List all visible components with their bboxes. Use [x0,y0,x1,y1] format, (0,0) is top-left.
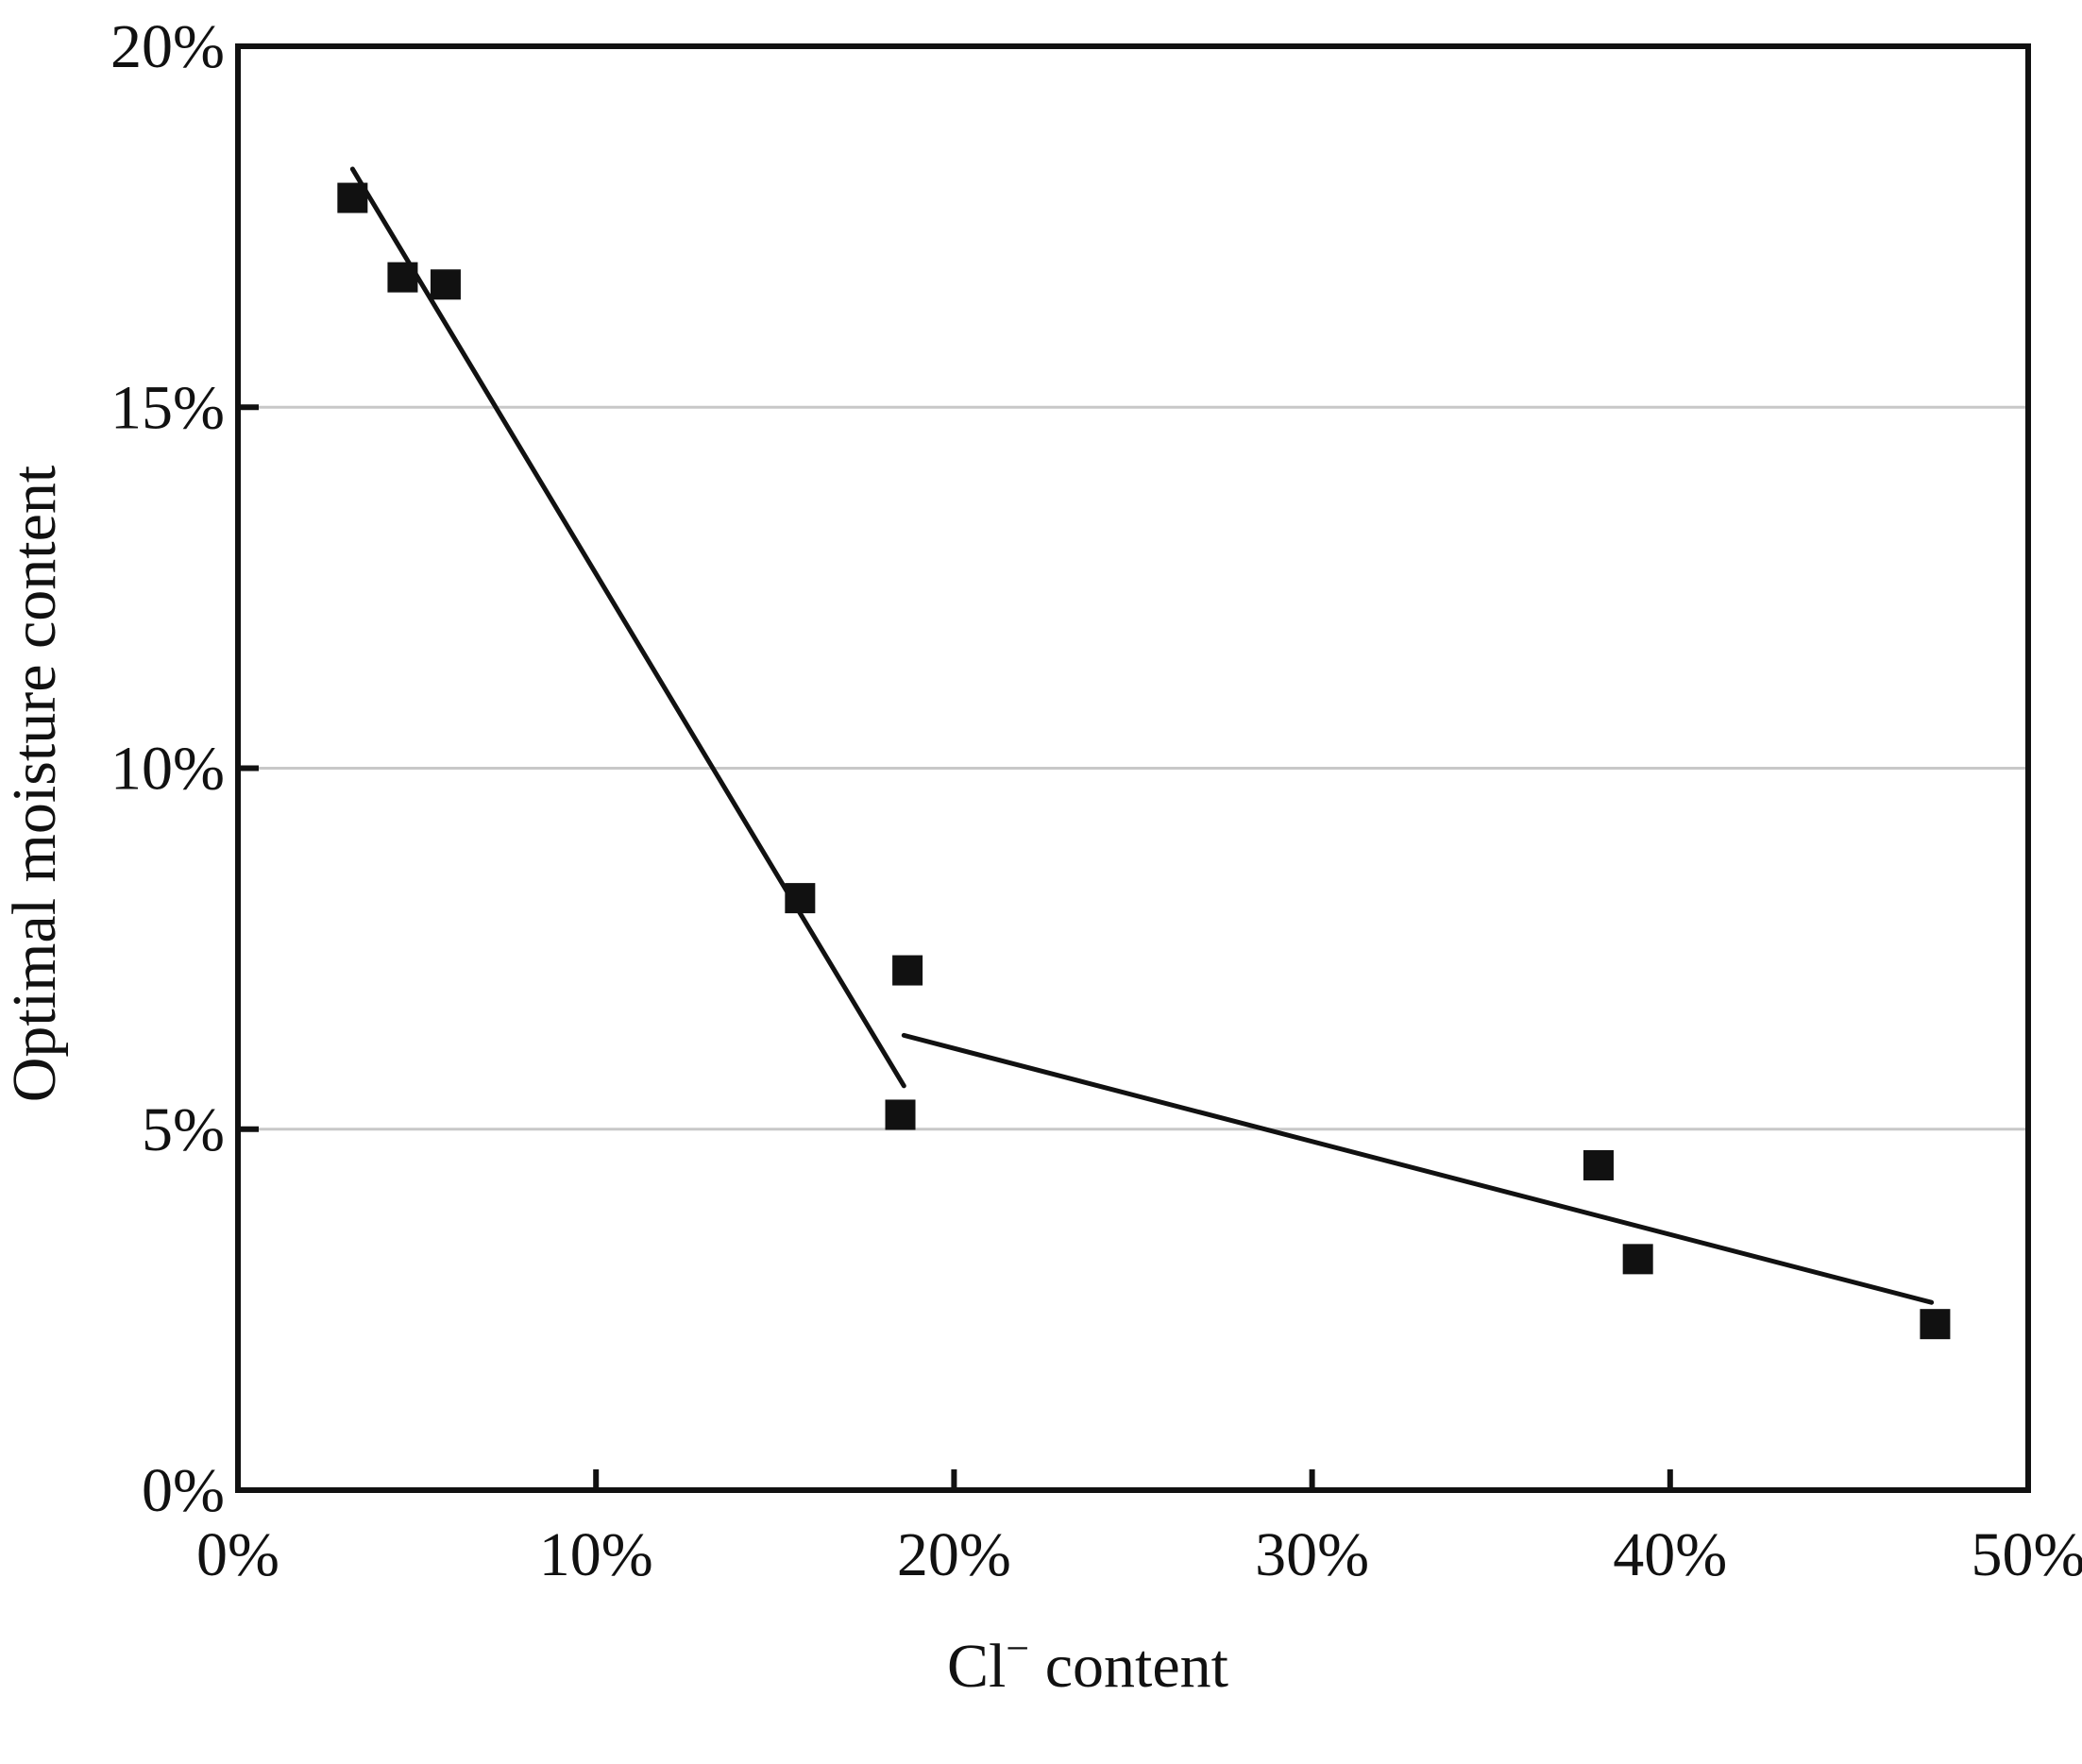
data-point [430,269,461,300]
data-points [337,182,1951,1340]
y-tick-label: 15% [110,373,225,442]
y-axis-title: Optimal moisture content [0,466,69,1103]
data-point [1622,1244,1653,1275]
fit-line-2 [901,1032,1935,1305]
grid-lines [238,405,2028,1131]
x-tick-label: 30% [1255,1520,1369,1589]
fit-lines [349,166,1935,1305]
axis-ticks [235,43,2031,1493]
y-tick-label: 10% [110,735,225,804]
fit-line-1 [349,166,906,1089]
x-tick-label: 10% [539,1520,653,1589]
data-point [892,955,923,986]
y-tick-label: 20% [110,12,225,81]
x-tick-label: 0% [196,1520,279,1589]
x-tick-label: 40% [1613,1520,1727,1589]
data-point [387,262,418,293]
x-tick-labels: 0% 10% 20% 30% 40% 50% [196,1520,2082,1589]
data-point [1583,1149,1614,1180]
x-tick-label: 20% [897,1520,1011,1589]
y-tick-label: 0% [142,1456,225,1525]
y-tick-label: 5% [142,1095,225,1164]
y-tick-labels: 0% 5% 10% 15% 20% [110,12,225,1525]
data-point [337,182,368,213]
data-point [1920,1309,1951,1340]
x-axis-title: Cl− content [947,1625,1228,1701]
data-point [885,1099,916,1130]
x-tick-label: 50% [1972,1520,2082,1589]
data-point [785,883,816,914]
